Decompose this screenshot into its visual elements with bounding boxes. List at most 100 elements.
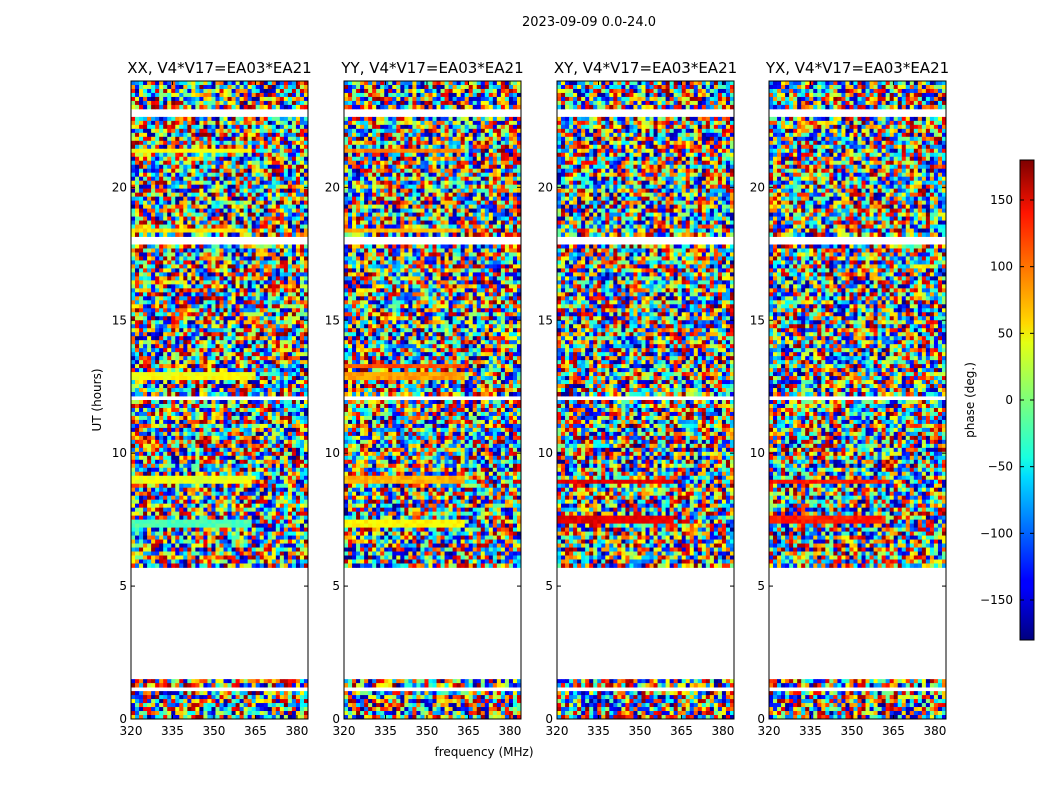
heatmap-cell: [248, 105, 252, 109]
heatmap-cell: [268, 233, 272, 237]
heatmap-cell: [167, 129, 171, 133]
heatmap-cell: [179, 193, 183, 197]
heatmap-cell: [191, 233, 195, 237]
heatmap-cell: [256, 81, 260, 85]
heatmap-cell: [167, 133, 171, 137]
heatmap-cell: [248, 81, 252, 85]
heatmap-cell: [228, 233, 232, 237]
heatmap-cell: [191, 177, 195, 181]
heatmap-cell: [187, 145, 191, 149]
heatmap-cell: [139, 244, 143, 248]
heatmap-cell: [211, 213, 215, 217]
heatmap-cell: [276, 209, 280, 213]
heatmap-cell: [195, 225, 199, 229]
heatmap-cell: [207, 209, 211, 213]
heatmap-cell: [296, 181, 300, 185]
heatmap-cell: [268, 165, 272, 169]
heatmap-cell: [300, 221, 304, 225]
heatmap-cell: [276, 185, 280, 189]
heatmap-cell: [232, 129, 236, 133]
heatmap-cell: [232, 173, 236, 177]
heatmap-cell: [224, 85, 228, 89]
heatmap-cell: [215, 141, 219, 145]
heatmap-cell: [220, 181, 224, 185]
heatmap-cell: [175, 121, 179, 125]
heatmap-cell: [179, 137, 183, 141]
heatmap-cell: [272, 185, 276, 189]
heatmap-cell: [131, 213, 135, 217]
heatmap-cell: [163, 145, 167, 149]
heatmap-cell: [228, 105, 232, 109]
heatmap-cell: [228, 133, 232, 137]
heatmap-cell: [135, 233, 139, 237]
heatmap-cell: [163, 81, 167, 85]
heatmap-cell: [296, 209, 300, 213]
heatmap-cell: [268, 81, 272, 85]
heatmap-cell: [244, 129, 248, 133]
heatmap-cell: [151, 125, 155, 129]
heatmap-cell: [228, 221, 232, 225]
heatmap-cell: [256, 97, 260, 101]
heatmap-cell: [155, 193, 159, 197]
heatmap-cell: [163, 165, 167, 169]
heatmap-cell: [159, 89, 163, 93]
heatmap-cell: [135, 89, 139, 93]
heatmap-cell: [191, 209, 195, 213]
heatmap-cell: [135, 189, 139, 193]
heatmap-cell: [260, 213, 264, 217]
heatmap-cell: [276, 161, 280, 165]
heatmap-cell: [199, 193, 203, 197]
heatmap-cell: [292, 137, 296, 141]
heatmap-cell: [248, 89, 252, 93]
heatmap-cell: [288, 93, 292, 97]
heatmap-cell: [159, 181, 163, 185]
heatmap-cell: [147, 81, 151, 85]
heatmap-cell: [268, 133, 272, 137]
heatmap-cell: [203, 149, 207, 153]
heatmap-cell: [232, 221, 236, 225]
heatmap-cell: [147, 137, 151, 141]
heatmap-cell: [199, 133, 203, 137]
heatmap-cell: [147, 189, 151, 193]
heatmap-cell: [228, 137, 232, 141]
heatmap-cell: [288, 149, 292, 153]
heatmap-cell: [139, 81, 143, 85]
heatmap-cell: [183, 149, 187, 153]
heatmap-cell: [228, 81, 232, 85]
heatmap-cell: [280, 177, 284, 181]
heatmap-cell: [147, 85, 151, 89]
heatmap-cell: [228, 93, 232, 97]
heatmap-cell: [220, 129, 224, 133]
heatmap-cell: [163, 117, 167, 121]
heatmap-cell: [276, 93, 280, 97]
heatmap-cell: [163, 153, 167, 157]
heatmap-cell: [167, 221, 171, 225]
heatmap-cell: [288, 117, 292, 121]
heatmap-cell: [143, 173, 147, 177]
heatmap-cell: [220, 149, 224, 153]
heatmap-cell: [288, 213, 292, 217]
heatmap-cell: [167, 85, 171, 89]
heatmap-cell: [244, 233, 248, 237]
heatmap-cell: [236, 157, 240, 161]
heatmap-cell: [228, 229, 232, 233]
heatmap-cell: [183, 189, 187, 193]
heatmap-cell: [284, 93, 288, 97]
heatmap-cell: [276, 105, 280, 109]
heatmap-cell: [171, 173, 175, 177]
heatmap-cell: [151, 201, 155, 205]
heatmap-cell: [268, 117, 272, 121]
heatmap-cell: [183, 85, 187, 89]
heatmap-cell: [292, 93, 296, 97]
heatmap-cell: [147, 157, 151, 161]
heatmap-cell: [183, 185, 187, 189]
heatmap-cell: [163, 213, 167, 217]
heatmap-cell: [228, 225, 232, 229]
heatmap-cell: [159, 105, 163, 109]
heatmap-cell: [159, 165, 163, 169]
heatmap-cell: [284, 169, 288, 173]
heatmap-cell: [175, 161, 179, 165]
heatmap-cell: [244, 205, 248, 209]
heatmap-cell: [284, 85, 288, 89]
heatmap-cell: [284, 225, 288, 229]
